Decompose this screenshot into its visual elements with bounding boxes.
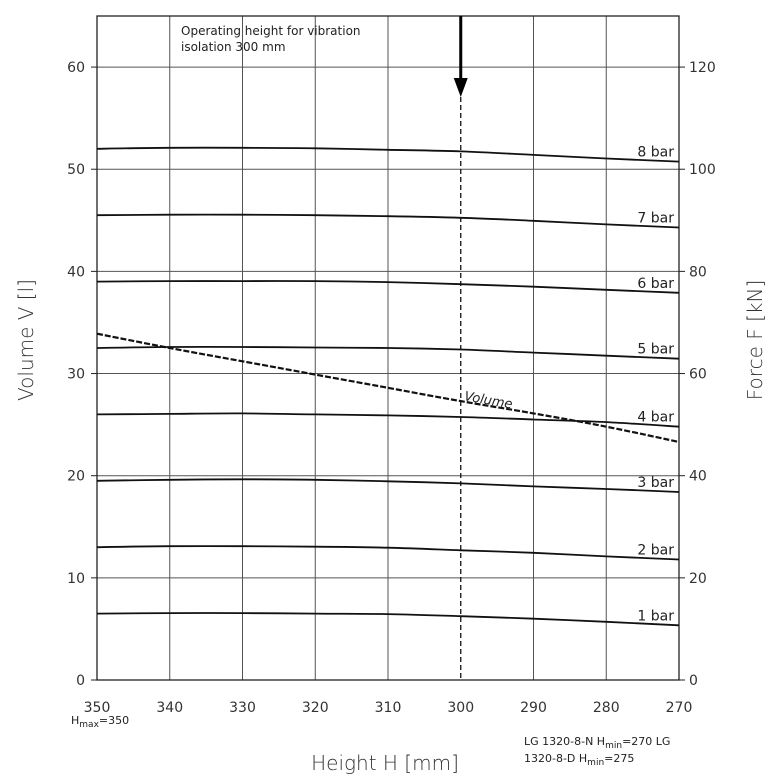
x-tick-270: 270 <box>666 700 693 716</box>
x-tick-330: 330 <box>229 700 256 716</box>
y-tick-50: 50 <box>67 162 85 178</box>
x-tick-290: 290 <box>520 700 547 716</box>
series-label-6-bar: 6 bar <box>637 276 674 292</box>
annotation-text-line1: Operating height for vibration <box>181 24 361 38</box>
y2-tick-20: 20 <box>689 571 707 587</box>
series-label-2-bar: 2 bar <box>637 542 674 558</box>
x-axis-title: Height H [mm] <box>311 751 459 775</box>
series-labels: 1 bar 2 bar 3 bar 4 bar 5 bar 6 bar 7 bar 8 bar <box>637 145 674 625</box>
annotation-text-line2: isolation 300 mm <box>181 40 286 54</box>
y-tick-30: 30 <box>67 367 85 383</box>
volume-line-path <box>96 332 680 444</box>
x-tick-300: 300 <box>447 700 474 716</box>
x-tick-280: 280 <box>593 700 620 716</box>
y2-tick-labels: 0 20 40 60 80 100 120 <box>679 60 716 689</box>
series-label-1-bar: 1 bar <box>637 608 674 624</box>
y2-tick-0: 0 <box>689 673 698 689</box>
force-line-4-bar <box>96 412 680 428</box>
model-note-line1: LG 1320-8-N Hmin=270 LG <box>524 735 670 751</box>
y2-tick-40: 40 <box>689 469 707 485</box>
series-lines <box>96 146 680 627</box>
y-tick-10: 10 <box>67 571 85 587</box>
y-axis-title: Volume V [l] <box>14 279 38 401</box>
x-tick-350: 350 <box>84 700 111 716</box>
series-label-7-bar: 7 bar <box>637 210 674 226</box>
y-tick-60: 60 <box>67 60 85 76</box>
y-tick-20: 20 <box>67 469 85 485</box>
y2-tick-100: 100 <box>689 162 716 178</box>
force-line-1-bar <box>96 612 680 627</box>
y2-axis-title: Force F [kN] <box>743 280 767 400</box>
series-label-5-bar: 5 bar <box>637 342 674 358</box>
x-tick-340: 340 <box>156 700 183 716</box>
model-note-line2: 1320-8-D Hmin=275 <box>524 752 634 768</box>
x-tick-320: 320 <box>302 700 329 716</box>
force-line-5-bar <box>96 345 680 360</box>
x-tick-labels: 350 340 330 320 310 300 290 280 270 <box>84 700 693 716</box>
force-line-6-bar <box>96 280 680 294</box>
annotation: Operating height for vibration isolation … <box>181 16 468 680</box>
annotation-arrow-head <box>453 78 468 97</box>
grid <box>97 16 679 680</box>
y2-tick-60: 60 <box>689 367 707 383</box>
series-label-3-bar: 3 bar <box>637 475 674 491</box>
force-line-8-bar <box>96 146 680 163</box>
series-label-8-bar: 8 bar <box>637 145 674 161</box>
y2-tick-80: 80 <box>689 264 707 280</box>
force-line-7-bar <box>96 213 680 229</box>
y2-tick-120: 120 <box>689 60 716 76</box>
force-line-2-bar <box>96 545 680 561</box>
volume-line-label: Volume <box>463 389 513 412</box>
y-tick-40: 40 <box>67 264 85 280</box>
y-tick-labels: 0 10 20 30 40 50 60 <box>67 60 97 689</box>
y-tick-0: 0 <box>76 673 85 689</box>
x-tick-310: 310 <box>375 700 402 716</box>
series-label-4-bar: 4 bar <box>637 410 674 426</box>
hmax-note: Hmax=350 <box>71 714 129 730</box>
force-line-3-bar <box>96 478 680 493</box>
